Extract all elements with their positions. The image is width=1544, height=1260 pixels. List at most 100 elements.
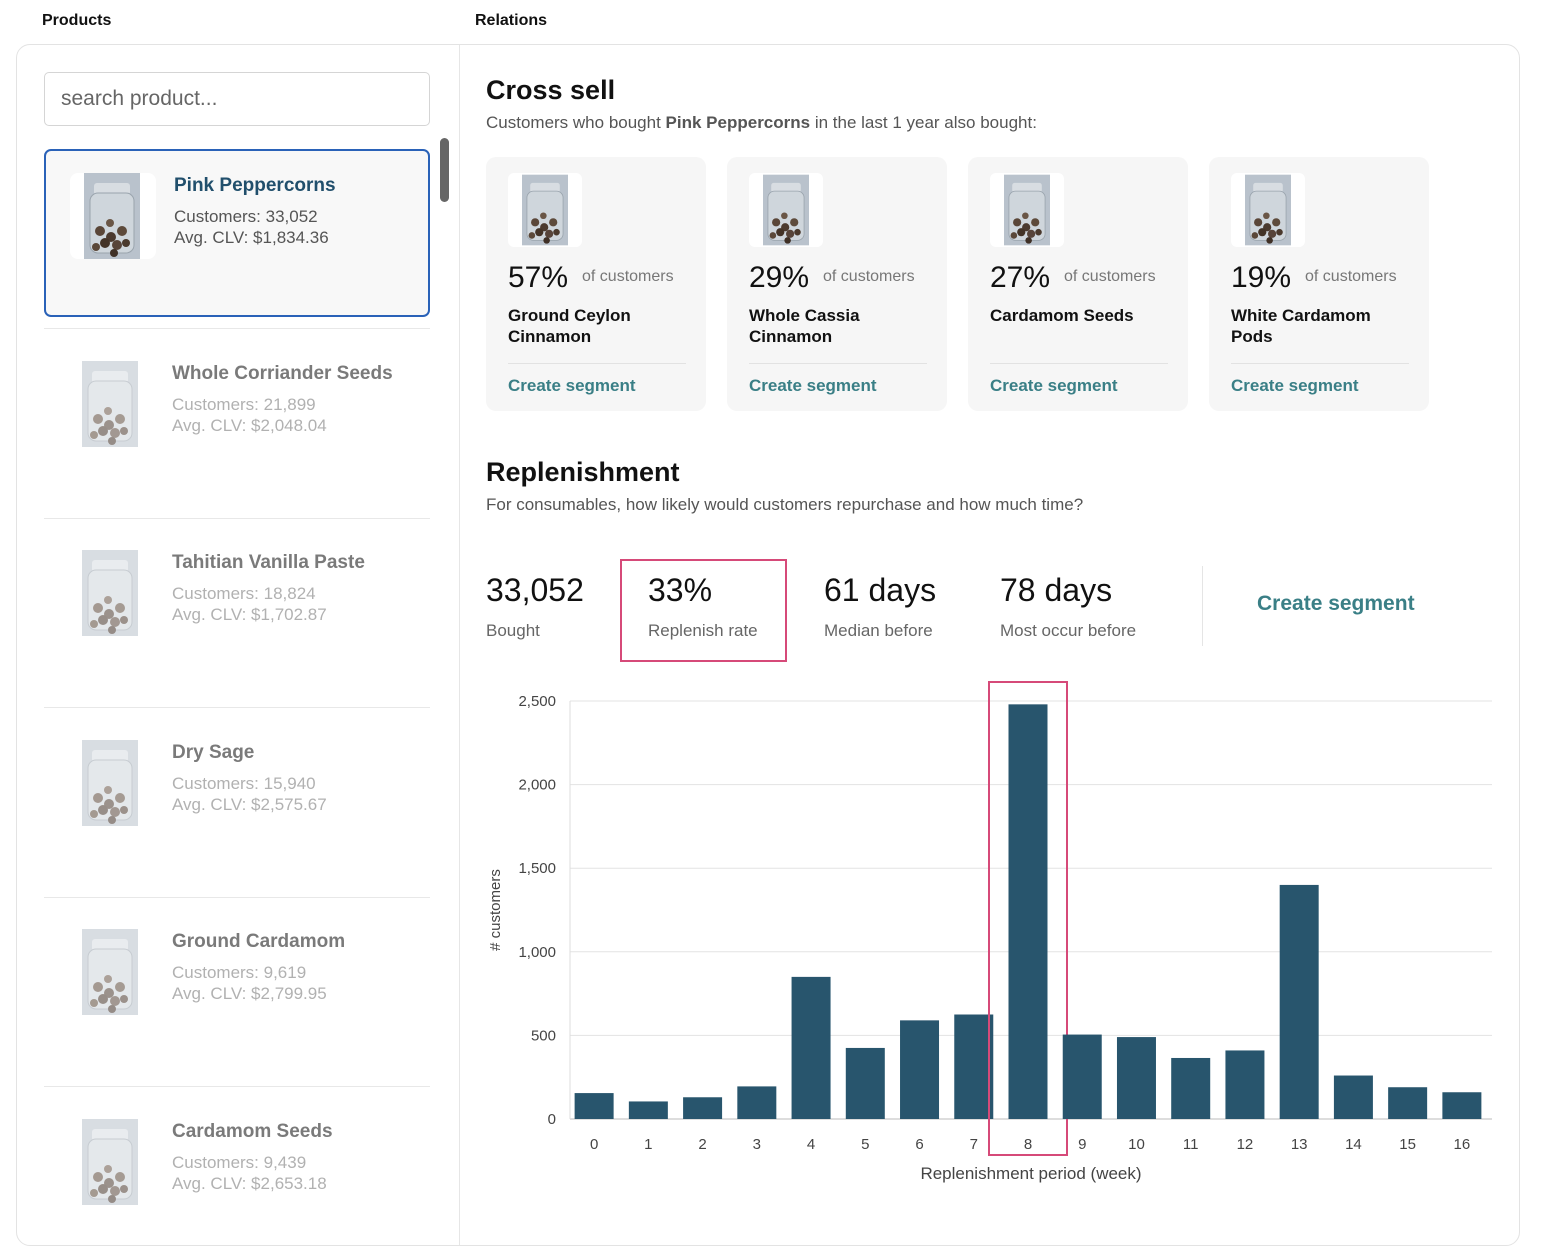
bar-week-12 — [1225, 1050, 1265, 1119]
subtitle-product: Pink Peppercorns — [665, 113, 811, 132]
products-panel: Pink Peppercorns Customers: 33,052 Avg. CL… — [17, 45, 460, 1245]
product-clv: Avg. CLV: $2,575.67 — [172, 794, 327, 814]
bar-week-16 — [1442, 1092, 1482, 1119]
cross-sell-card: 27% of customers Cardamom Seeds Create segm… — [968, 157, 1188, 411]
product-item[interactable]: Tahitian Vanilla Paste Customers: 18,824 A… — [44, 528, 430, 696]
cross-sell-subtitle: Customers who bought Pink Peppercorns in… — [486, 113, 1037, 132]
spice-jar-icon — [522, 174, 568, 246]
spice-jar-icon — [82, 929, 138, 1015]
bar-week-3 — [737, 1086, 777, 1119]
stat-bought-value: 33,052 — [486, 572, 584, 608]
bar-week-4 — [791, 976, 831, 1119]
bar-week-1 — [628, 1101, 668, 1119]
x-tick-label: 13 — [1291, 1136, 1308, 1153]
product-thumbnail — [68, 739, 154, 826]
stat-median-value: 61 days — [824, 572, 937, 608]
product-item[interactable]: Whole Corriander Seeds Customers: 21,899 A… — [44, 339, 430, 507]
x-tick-label: 1 — [644, 1136, 652, 1153]
product-customers: Customers: 18,824 — [172, 584, 316, 603]
product-name: Cardamom Seeds — [172, 1120, 333, 1142]
scrollbar-thumb[interactable] — [440, 138, 449, 202]
product-clv: Avg. CLV: $2,653.18 — [172, 1173, 327, 1193]
product-thumbnail — [68, 1118, 154, 1205]
cross-sell-of-customers: of customers — [1305, 268, 1397, 285]
stat-bought-label: Bought — [486, 621, 540, 640]
cross-sell-percent: 57% — [508, 261, 569, 294]
spice-jar-icon — [82, 1118, 138, 1205]
spice-jar-icon — [82, 550, 138, 636]
cross-sell-thumbnail — [508, 173, 582, 247]
cross-sell-of-customers: of customers — [1064, 268, 1156, 285]
product-separator — [44, 517, 430, 519]
cross-sell-thumbnail — [749, 173, 823, 247]
x-tick-label: 8 — [1024, 1136, 1032, 1153]
product-name: Ground Cardamom — [172, 931, 346, 952]
y-tick-label: 1,000 — [518, 944, 556, 961]
x-tick-label: 3 — [753, 1136, 761, 1153]
spice-jar-icon — [82, 360, 138, 447]
search-input[interactable] — [44, 72, 430, 126]
product-name: Dry Sage — [172, 741, 255, 763]
cross-sell-of-customers: of customers — [823, 268, 915, 285]
product-clv: Avg. CLV: $1,702.87 — [172, 605, 327, 624]
cross-sell-create-segment-button[interactable]: Create segment — [990, 376, 1118, 395]
spice-jar-icon — [763, 174, 809, 246]
y-tick-label: 0 — [548, 1111, 556, 1128]
main-card: Pink Peppercorns Customers: 33,052 Avg. CL… — [16, 44, 1520, 1246]
cross-sell-product-name: Cardamom Seeds — [990, 306, 1134, 325]
cross-sell-card: 57% of customers Ground Ceylon Cinnamon Cre… — [486, 157, 706, 411]
replenishment-create-segment-button[interactable]: Create segment — [1257, 592, 1415, 615]
product-item[interactable]: Dry Sage Customers: 15,940 Avg. CLV: $2,57… — [44, 718, 430, 886]
bar-week-13 — [1279, 884, 1319, 1119]
relations-panel: Cross sell Customers who bought Pink Pep… — [460, 45, 1519, 1245]
spice-jar-icon — [1004, 174, 1050, 246]
x-tick-label: 12 — [1237, 1136, 1254, 1153]
cross-sell-thumbnail — [990, 173, 1064, 247]
product-item[interactable]: Ground Cardamom Customers: 9,619 Avg. CLV:… — [44, 907, 430, 1075]
product-clv: Avg. CLV: $2,048.04 — [172, 415, 327, 435]
relations-header: Relations — [475, 12, 548, 29]
product-item[interactable]: Pink Peppercorns Customers: 33,052 Avg. CL… — [44, 149, 430, 317]
product-customers: Customers: 21,899 — [172, 394, 316, 414]
product-customers: Customers: 9,439 — [172, 1152, 307, 1172]
stat-replenish-rate-value: 33% — [648, 572, 713, 608]
product-thumbnail — [70, 173, 156, 259]
y-tick-label: 500 — [531, 1027, 556, 1044]
bar-week-0 — [574, 1093, 614, 1119]
card-divider — [749, 363, 927, 364]
x-tick-label: 16 — [1454, 1136, 1471, 1153]
cross-sell-create-segment-button[interactable]: Create segment — [749, 376, 877, 395]
replenishment-title: Replenishment — [486, 457, 680, 487]
x-tick-label: 10 — [1128, 1136, 1145, 1153]
bar-week-10 — [1116, 1037, 1156, 1119]
bar-week-11 — [1171, 1057, 1211, 1119]
product-customers: Customers: 9,619 — [172, 963, 307, 982]
product-item[interactable]: Cardamom Seeds Customers: 9,439 Avg. CLV: … — [44, 1097, 430, 1246]
product-customers: Customers: 15,940 — [172, 773, 316, 793]
bar-week-6 — [900, 1020, 940, 1119]
cross-sell-product-name: Whole Cassia Cinnamon — [749, 306, 860, 346]
x-axis-label: Replenishment period (week) — [920, 1164, 1141, 1183]
product-name: Pink Peppercorns — [174, 175, 336, 196]
x-tick-label: 9 — [1078, 1136, 1086, 1153]
product-clv: Avg. CLV: $1,834.36 — [174, 228, 329, 247]
x-tick-label: 11 — [1183, 1136, 1199, 1153]
stat-replenish-rate-label: Replenish rate — [648, 621, 758, 640]
x-tick-label: 6 — [915, 1136, 923, 1153]
spice-jar-icon — [84, 173, 140, 259]
cross-sell-percent: 19% — [1231, 261, 1292, 294]
cross-sell-create-segment-button[interactable]: Create segment — [508, 376, 636, 395]
product-separator — [44, 707, 430, 708]
cross-sell-card: 29% of customers Whole Cassia Cinnamon Crea… — [727, 157, 947, 411]
spice-jar-icon — [1245, 174, 1291, 246]
cross-sell-percent: 27% — [990, 261, 1051, 294]
stat-most-occur-label: Most occur before — [1000, 621, 1137, 640]
bar-week-9 — [1062, 1034, 1102, 1119]
x-tick-label: 7 — [970, 1136, 978, 1153]
x-tick-label: 2 — [698, 1136, 706, 1153]
products-header: Products — [42, 12, 112, 29]
cross-sell-create-segment-button[interactable]: Create segment — [1231, 376, 1359, 395]
product-thumbnail — [68, 550, 154, 636]
product-customers: Customers: 33,052 — [174, 207, 318, 226]
